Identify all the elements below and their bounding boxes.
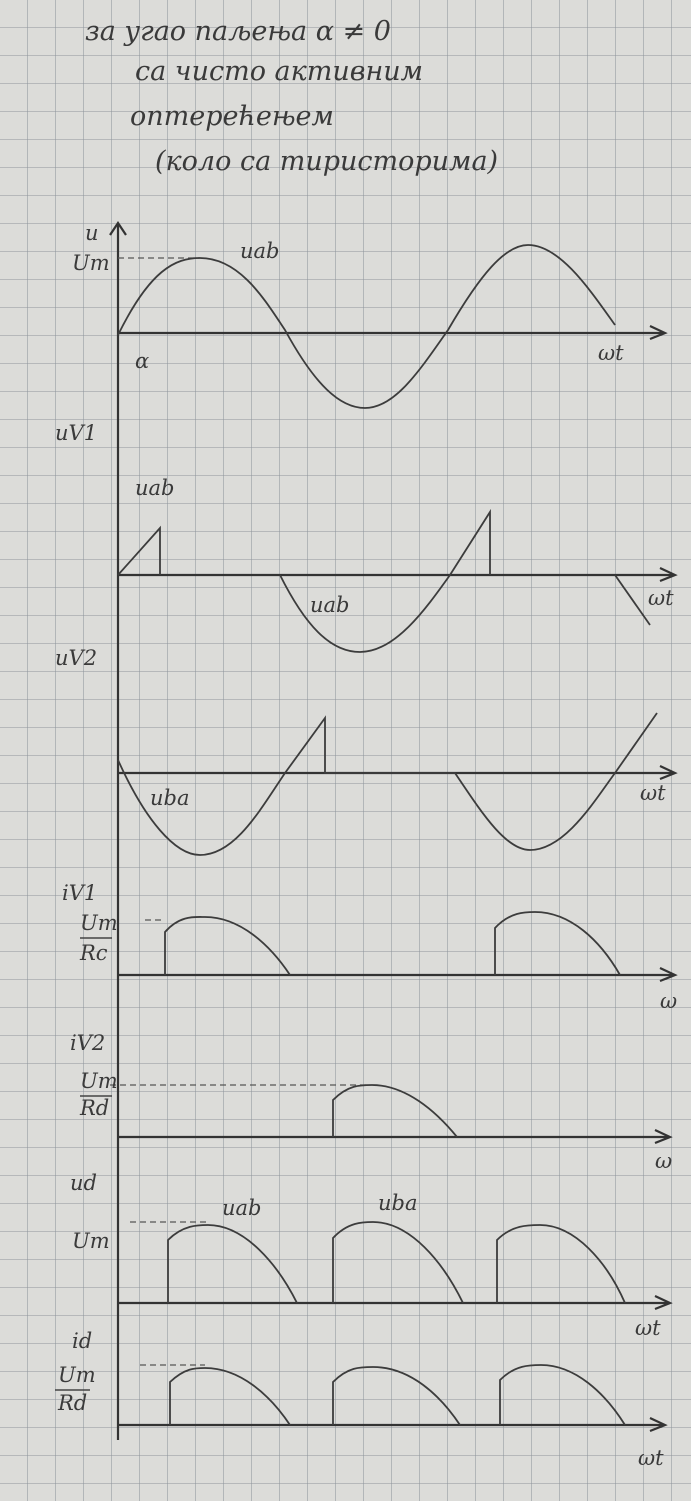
label: ω xyxy=(660,989,677,1013)
label: ωt xyxy=(635,1316,661,1340)
label: Um xyxy=(80,1069,118,1093)
label: uab xyxy=(222,1196,262,1220)
axis-label: id xyxy=(72,1329,92,1353)
notebook-photo: за угао паљења α ≠ 0 са чисто активним о… xyxy=(0,0,691,1501)
label: uab xyxy=(310,593,350,617)
label: uba xyxy=(378,1191,418,1215)
axis-label: iV2 xyxy=(70,1031,105,1055)
label: uab xyxy=(135,476,175,500)
label: uab xyxy=(240,239,280,263)
page: за угао паљења α ≠ 0 са чисто активним о… xyxy=(0,0,691,1501)
title-line: оптерећењем xyxy=(130,101,334,132)
label: ωt xyxy=(598,341,624,365)
label: ω xyxy=(655,1149,672,1173)
label: Um xyxy=(58,1363,96,1387)
label: Um xyxy=(72,1229,110,1253)
axis-label: uV1 xyxy=(55,421,97,445)
label: uba xyxy=(150,786,190,810)
label: Rd xyxy=(57,1391,87,1415)
axis-label: uV2 xyxy=(55,646,97,670)
label: ωt xyxy=(648,586,674,610)
label: α xyxy=(135,349,149,373)
label: Um xyxy=(80,911,118,935)
label: Rd xyxy=(79,1096,109,1120)
title-line: (коло са тиристорима) xyxy=(155,146,498,177)
axis-label: u xyxy=(85,221,99,245)
label: Um xyxy=(72,251,110,275)
axis-label: ud xyxy=(70,1171,97,1195)
axis-label: iV1 xyxy=(62,881,97,905)
label: Rc xyxy=(79,941,108,965)
grid xyxy=(0,0,691,1501)
title-line: са чисто активним xyxy=(135,56,423,87)
label: ωt xyxy=(638,1446,664,1470)
title-line: за угао паљења α ≠ 0 xyxy=(85,16,391,47)
label: ωt xyxy=(640,781,666,805)
